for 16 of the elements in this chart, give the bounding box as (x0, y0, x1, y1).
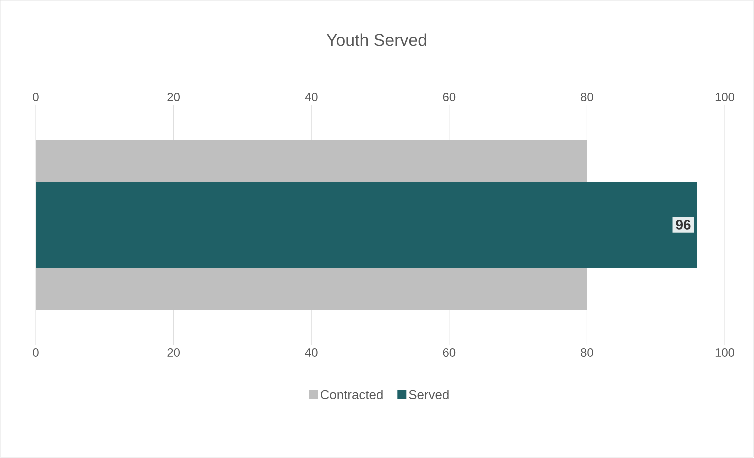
x-tick-label: 20 (168, 348, 180, 357)
chart-title: Youth Served (326, 34, 426, 46)
x2-tick-label: 60 (443, 93, 456, 102)
x2-tick-label: 0 (33, 93, 39, 102)
legend-label: Served (409, 390, 449, 400)
x-tick-label: 100 (716, 348, 735, 357)
x2-tick-label: 40 (305, 93, 318, 102)
x2-tick-label: 100 (716, 93, 735, 102)
x-tick-label: 60 (443, 348, 456, 357)
x-tick-label: 0 (33, 348, 39, 357)
x-tick-label: 40 (305, 348, 318, 357)
x-tick-label: 80 (581, 348, 594, 357)
x2-tick-label: 80 (581, 93, 594, 102)
x2-tick-label: 20 (168, 93, 180, 102)
legend-label: Contracted (320, 390, 383, 400)
data-label: 96 (676, 220, 691, 230)
